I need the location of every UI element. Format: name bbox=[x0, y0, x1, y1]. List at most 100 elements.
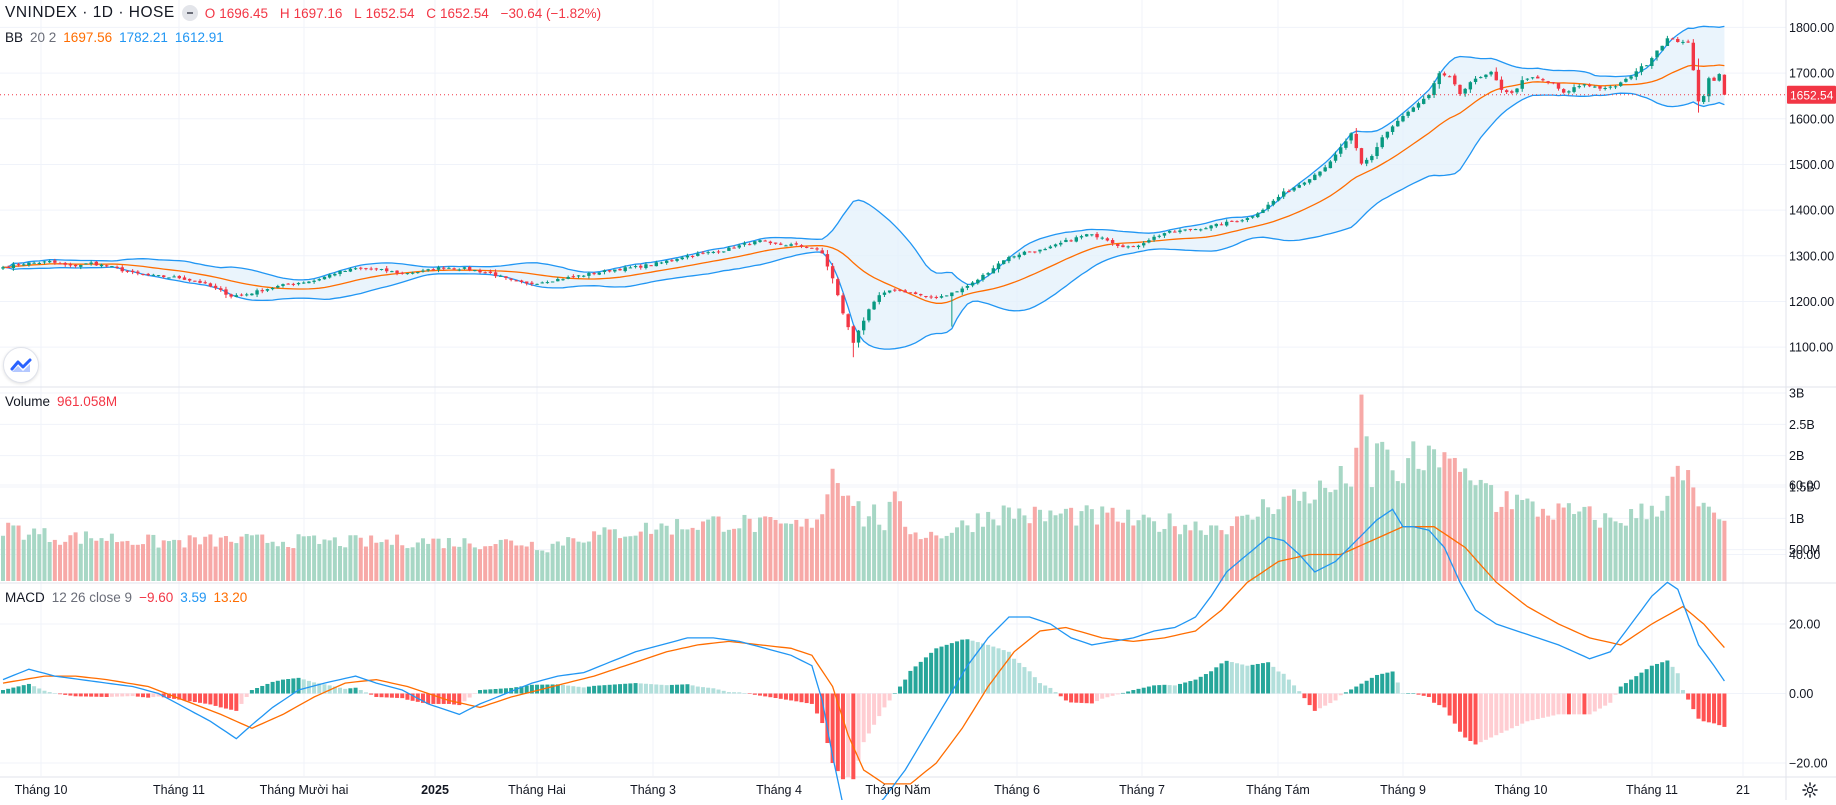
candle-body[interactable] bbox=[1038, 249, 1042, 252]
volume-bar[interactable] bbox=[1447, 458, 1452, 581]
candle-body[interactable] bbox=[182, 277, 187, 280]
volume-bar[interactable] bbox=[1074, 525, 1079, 581]
candle-body[interactable] bbox=[618, 268, 622, 271]
candle-body[interactable] bbox=[1131, 246, 1136, 248]
volume-bar[interactable] bbox=[1058, 513, 1063, 581]
candle-body[interactable] bbox=[1105, 238, 1110, 241]
candle-body[interactable] bbox=[1333, 154, 1338, 161]
candle-body[interactable] bbox=[1250, 216, 1255, 218]
candle-body[interactable] bbox=[576, 275, 581, 277]
candle-body[interactable] bbox=[1385, 131, 1390, 138]
volume-bar[interactable] bbox=[929, 531, 934, 581]
volume-bar[interactable] bbox=[509, 540, 514, 581]
candle-body[interactable] bbox=[1204, 228, 1208, 230]
volume-bar[interactable] bbox=[1380, 441, 1385, 581]
volume-bar[interactable] bbox=[405, 548, 410, 581]
volume-bar[interactable] bbox=[286, 547, 291, 581]
candle-body[interactable] bbox=[1536, 76, 1540, 79]
candle-body[interactable] bbox=[877, 295, 881, 302]
candle-body[interactable] bbox=[1261, 209, 1265, 214]
candle-body[interactable] bbox=[1199, 229, 1203, 231]
volume-bar[interactable] bbox=[540, 550, 545, 581]
volume-bar[interactable] bbox=[52, 539, 57, 581]
candle-body[interactable] bbox=[1510, 91, 1514, 93]
volume-bar[interactable] bbox=[1597, 527, 1602, 581]
candle-body[interactable] bbox=[504, 276, 508, 278]
volume-bar[interactable] bbox=[1426, 445, 1431, 581]
volume-bar[interactable] bbox=[1260, 499, 1265, 581]
candle-body[interactable] bbox=[1561, 89, 1566, 93]
candle-body[interactable] bbox=[32, 262, 36, 264]
candle-body[interactable] bbox=[1577, 86, 1581, 88]
volume-bar[interactable] bbox=[1546, 515, 1551, 581]
candle-body[interactable] bbox=[353, 268, 358, 270]
candle-body[interactable] bbox=[550, 281, 555, 283]
candle-body[interactable] bbox=[260, 290, 264, 292]
volume-bar[interactable] bbox=[524, 546, 529, 581]
candle-body[interactable] bbox=[1079, 236, 1084, 238]
volume-bar[interactable] bbox=[747, 518, 752, 581]
candle-body[interactable] bbox=[167, 277, 171, 279]
volume-bar[interactable] bbox=[130, 544, 135, 581]
volume-bar[interactable] bbox=[1214, 525, 1219, 581]
candle-body[interactable] bbox=[747, 244, 752, 246]
candle-body[interactable] bbox=[592, 273, 596, 275]
volume-bar[interactable] bbox=[1618, 523, 1623, 581]
candle-body[interactable] bbox=[981, 274, 985, 280]
volume-bar[interactable] bbox=[975, 513, 980, 581]
volume-bar[interactable] bbox=[389, 544, 394, 581]
candle-body[interactable] bbox=[753, 241, 757, 245]
volume-bar[interactable] bbox=[1463, 468, 1468, 581]
candle-body[interactable] bbox=[1069, 240, 1073, 242]
candle-body[interactable] bbox=[99, 264, 104, 267]
volume-bar[interactable] bbox=[887, 501, 892, 581]
volume-bar[interactable] bbox=[317, 543, 322, 581]
volume-bar[interactable] bbox=[343, 547, 348, 581]
candle-body[interactable] bbox=[685, 255, 690, 258]
candle-body[interactable] bbox=[374, 268, 379, 270]
candle-body[interactable] bbox=[58, 263, 62, 265]
volume-bar[interactable] bbox=[763, 516, 768, 581]
candle-body[interactable] bbox=[690, 255, 695, 257]
candle-body[interactable] bbox=[784, 245, 788, 247]
volume-bar[interactable] bbox=[830, 468, 835, 581]
candle-body[interactable] bbox=[644, 264, 648, 269]
candle-body[interactable] bbox=[270, 287, 275, 290]
candle-body[interactable] bbox=[156, 275, 161, 277]
volume-bar[interactable] bbox=[1556, 503, 1561, 581]
candle-body[interactable] bbox=[976, 279, 980, 284]
volume-bar[interactable] bbox=[1333, 489, 1338, 581]
volume-bar[interactable] bbox=[840, 495, 845, 581]
candle-body[interactable] bbox=[1007, 257, 1011, 262]
candle-body[interactable] bbox=[312, 280, 316, 282]
volume-bar[interactable] bbox=[1416, 468, 1421, 581]
candle-body[interactable] bbox=[1027, 251, 1032, 253]
volume-bar[interactable] bbox=[1686, 470, 1691, 581]
candle-body[interactable] bbox=[571, 276, 576, 278]
candle-body[interactable] bbox=[872, 301, 876, 310]
candle-body[interactable] bbox=[737, 245, 741, 248]
candle-body[interactable] bbox=[213, 285, 218, 289]
volume-bar[interactable] bbox=[742, 514, 747, 581]
candle-body[interactable] bbox=[187, 278, 192, 281]
candle-body[interactable] bbox=[1059, 242, 1063, 245]
candle-body[interactable] bbox=[1598, 86, 1602, 89]
candle-body[interactable] bbox=[1567, 91, 1571, 93]
volume-bar[interactable] bbox=[1131, 525, 1136, 581]
volume-bar[interactable] bbox=[208, 534, 213, 581]
candle-body[interactable] bbox=[1613, 86, 1618, 88]
volume-bar[interactable] bbox=[218, 537, 223, 581]
volume-bar[interactable] bbox=[1515, 494, 1520, 581]
candle-body[interactable] bbox=[208, 283, 213, 287]
volume-bar[interactable] bbox=[700, 521, 705, 581]
volume-bar[interactable] bbox=[1146, 517, 1151, 581]
candle-body[interactable] bbox=[1639, 66, 1644, 72]
volume-bar[interactable] bbox=[1411, 441, 1416, 581]
candle-body[interactable] bbox=[105, 265, 109, 267]
volume-bar[interactable] bbox=[1442, 452, 1447, 581]
candle-body[interactable] bbox=[768, 241, 773, 244]
volume-bar[interactable] bbox=[457, 546, 462, 581]
volume-bar[interactable] bbox=[1193, 521, 1198, 581]
volume-bar[interactable] bbox=[462, 538, 467, 581]
volume-bar[interactable] bbox=[866, 516, 871, 581]
